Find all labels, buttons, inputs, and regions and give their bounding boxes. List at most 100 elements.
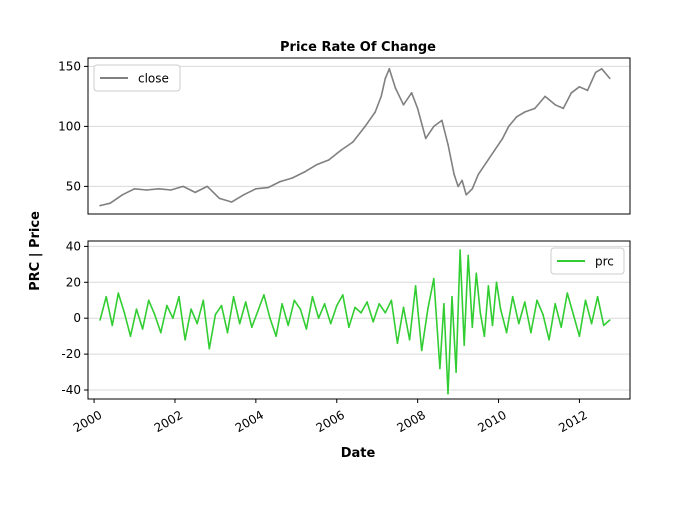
chart-title: Price Rate Of Change — [280, 40, 436, 55]
data-point-prc-51 — [408, 339, 411, 341]
data-point-close-35 — [453, 173, 455, 176]
data-point-prc-33 — [299, 308, 302, 311]
data-point-prc-0 — [99, 319, 101, 321]
data-point-prc-63 — [467, 254, 470, 257]
data-point-prc-54 — [427, 308, 429, 311]
data-point-prc-76 — [530, 331, 532, 334]
data-point-prc-85 — [584, 299, 587, 302]
data-point-prc-1 — [105, 295, 107, 298]
data-point-close-36 — [457, 185, 459, 188]
data-point-prc-39 — [336, 304, 338, 307]
data-point-close-26 — [388, 68, 391, 70]
y-tick-label-prc-1: -20 — [61, 347, 81, 361]
data-point-close-3 — [133, 188, 136, 190]
data-point-prc-3 — [117, 292, 120, 294]
data-point-close-30 — [416, 107, 419, 110]
data-point-prc-38 — [329, 322, 332, 325]
plot-frame-prc — [87, 240, 631, 400]
data-point-close-52 — [578, 86, 581, 88]
data-point-prc-25 — [251, 326, 253, 329]
data-point-prc-8 — [147, 299, 150, 302]
data-point-prc-58 — [447, 392, 449, 395]
data-point-prc-13 — [178, 295, 180, 298]
data-point-close-37 — [461, 179, 463, 182]
x-axis-label: Date — [341, 446, 376, 461]
data-point-close-6 — [170, 189, 172, 191]
data-point-prc-4 — [123, 312, 126, 314]
data-point-close-8 — [194, 191, 196, 194]
data-point-close-32 — [433, 125, 435, 128]
data-point-prc-34 — [305, 328, 308, 330]
panel-price: 50 100 150 close — [58, 57, 631, 215]
y-tick-label-price-1: 100 — [58, 119, 81, 133]
data-point-prc-41 — [348, 326, 350, 329]
data-point-prc-67 — [483, 335, 486, 338]
data-point-close-38 — [465, 194, 468, 196]
data-point-prc-19 — [214, 313, 217, 316]
y-tick-label-prc-2: 0 — [73, 311, 81, 325]
data-point-prc-23 — [238, 322, 241, 325]
x-tick-label-4: 2008 — [394, 408, 427, 435]
data-point-prc-6 — [135, 308, 138, 311]
data-point-close-20 — [340, 149, 342, 152]
data-point-prc-17 — [202, 299, 205, 302]
data-point-prc-68 — [487, 285, 490, 287]
data-point-close-50 — [562, 107, 565, 110]
data-point-prc-52 — [414, 285, 417, 287]
data-point-prc-36 — [317, 317, 320, 320]
legend-label-prc: prc — [595, 255, 614, 269]
data-point-prc-55 — [433, 277, 435, 280]
data-point-close-44 — [507, 125, 510, 128]
x-tick-label-2: 2004 — [233, 408, 266, 435]
data-point-close-53 — [586, 89, 589, 92]
x-tick-label-1: 2002 — [152, 408, 185, 435]
data-point-prc-77 — [536, 299, 538, 302]
data-point-close-56 — [609, 77, 611, 80]
legend-box-prc — [550, 247, 625, 275]
data-point-close-4 — [145, 189, 148, 191]
data-point-close-40 — [477, 173, 480, 176]
y-tick-label-prc-0: -40 — [61, 383, 81, 397]
data-point-prc-70 — [495, 281, 498, 284]
data-point-prc-86 — [590, 322, 593, 325]
data-point-close-17 — [303, 171, 306, 173]
data-point-close-23 — [374, 111, 377, 113]
data-point-prc-48 — [390, 299, 393, 302]
data-point-prc-37 — [323, 303, 326, 305]
data-point-close-39 — [471, 188, 474, 190]
data-point-prc-71 — [499, 308, 502, 311]
data-point-prc-62 — [463, 344, 466, 346]
data-point-prc-69 — [491, 324, 494, 327]
data-point-prc-2 — [111, 324, 114, 327]
data-point-prc-15 — [190, 308, 192, 311]
data-point-prc-43 — [360, 312, 362, 314]
data-point-close-2 — [121, 194, 124, 196]
data-point-prc-44 — [366, 301, 368, 303]
data-point-prc-49 — [396, 342, 399, 345]
data-point-prc-31 — [287, 324, 290, 327]
data-point-close-21 — [352, 141, 354, 143]
data-point-prc-64 — [471, 326, 474, 329]
x-axis: 2000 2002 2004 2006 2008 2010 2012 — [71, 399, 590, 435]
legend-box-price — [93, 64, 181, 92]
data-point-prc-72 — [505, 331, 508, 334]
data-point-close-29 — [410, 92, 413, 94]
data-point-close-49 — [554, 104, 556, 106]
data-point-close-51 — [570, 92, 573, 94]
data-point-prc-26 — [257, 310, 259, 312]
panel-prc: -40 -20 0 20 40 prc — [61, 239, 631, 400]
data-point-prc-40 — [342, 294, 344, 296]
data-point-close-1 — [109, 202, 111, 204]
data-point-close-42 — [493, 149, 496, 152]
data-point-prc-30 — [281, 303, 283, 305]
data-point-prc-82 — [566, 292, 569, 294]
data-point-prc-5 — [129, 335, 132, 338]
data-point-prc-50 — [402, 306, 405, 309]
data-point-prc-42 — [354, 306, 356, 309]
data-point-prc-74 — [518, 322, 520, 325]
data-point-prc-75 — [524, 301, 526, 303]
data-point-prc-29 — [275, 335, 277, 338]
data-point-close-33 — [441, 119, 443, 122]
y-tick-label-price-2: 150 — [58, 59, 81, 73]
data-point-prc-56 — [439, 367, 441, 370]
